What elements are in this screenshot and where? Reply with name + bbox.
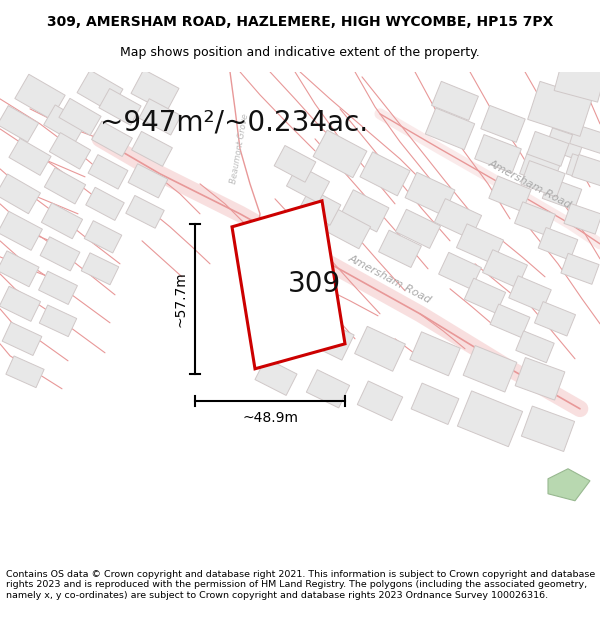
Polygon shape [520,152,560,186]
Polygon shape [515,357,565,400]
Polygon shape [572,154,600,188]
Polygon shape [15,74,65,119]
Polygon shape [44,168,86,204]
Polygon shape [516,331,554,362]
Polygon shape [6,356,44,388]
Polygon shape [411,383,459,424]
Polygon shape [40,237,80,271]
Polygon shape [232,201,345,369]
Polygon shape [439,253,481,289]
Polygon shape [410,332,460,376]
Polygon shape [0,251,39,287]
Polygon shape [564,204,600,234]
Polygon shape [0,106,38,142]
Polygon shape [131,69,179,112]
Polygon shape [9,138,51,176]
Polygon shape [360,152,410,196]
Polygon shape [86,188,124,221]
Polygon shape [355,326,406,371]
Polygon shape [542,177,582,210]
Polygon shape [131,131,172,166]
Polygon shape [464,278,506,314]
Polygon shape [515,202,556,236]
Polygon shape [379,230,421,268]
Text: ~48.9m: ~48.9m [242,411,298,425]
Polygon shape [99,89,141,125]
Polygon shape [325,209,371,249]
Text: Amersham Road: Amersham Road [487,158,573,210]
Polygon shape [431,81,478,121]
Polygon shape [38,271,77,304]
Polygon shape [521,406,575,451]
Polygon shape [341,190,389,232]
Text: 309, AMERSHAM ROAD, HAZLEMERE, HIGH WYCOMBE, HP15 7PX: 309, AMERSHAM ROAD, HAZLEMERE, HIGH WYCO… [47,16,553,29]
Text: 309: 309 [289,270,341,298]
Polygon shape [566,154,600,184]
Polygon shape [299,189,341,225]
Polygon shape [395,209,440,248]
Polygon shape [527,131,569,166]
Polygon shape [521,161,565,197]
Polygon shape [509,276,551,312]
Polygon shape [307,369,350,408]
Polygon shape [475,134,521,173]
Polygon shape [481,106,525,142]
Polygon shape [77,70,123,112]
Polygon shape [92,121,133,156]
Polygon shape [457,224,503,264]
Polygon shape [39,305,77,337]
Text: Map shows position and indicative extent of the property.: Map shows position and indicative extent… [120,46,480,59]
Polygon shape [561,253,599,284]
Polygon shape [0,211,43,251]
Polygon shape [569,124,600,153]
Polygon shape [126,196,164,228]
Polygon shape [545,128,584,160]
Polygon shape [2,322,42,356]
Polygon shape [128,164,168,198]
Polygon shape [44,105,86,143]
Polygon shape [313,130,367,178]
Polygon shape [306,318,354,360]
Text: Beaumont Grove: Beaumont Grove [229,113,251,184]
Polygon shape [405,173,455,216]
Polygon shape [84,221,122,253]
Polygon shape [255,358,297,396]
Polygon shape [139,99,181,135]
Text: Amersham Road: Amersham Road [347,253,433,305]
Polygon shape [538,228,578,260]
Polygon shape [548,469,590,501]
Polygon shape [434,199,482,239]
Polygon shape [457,391,523,447]
Polygon shape [527,81,592,136]
Polygon shape [0,286,41,321]
Polygon shape [59,98,101,136]
Polygon shape [535,302,575,336]
Polygon shape [274,146,316,182]
Text: ~57.7m: ~57.7m [173,271,187,327]
Polygon shape [286,165,329,203]
Polygon shape [255,309,301,349]
Text: Contains OS data © Crown copyright and database right 2021. This information is : Contains OS data © Crown copyright and d… [6,570,595,599]
Polygon shape [490,304,530,338]
Polygon shape [88,154,128,189]
Polygon shape [49,132,91,169]
Polygon shape [489,176,531,212]
Polygon shape [482,249,527,288]
Polygon shape [41,203,83,239]
Polygon shape [81,253,119,285]
Polygon shape [463,346,517,392]
Polygon shape [357,381,403,421]
Polygon shape [0,174,40,214]
Polygon shape [425,108,475,150]
Polygon shape [554,59,600,102]
Text: ~947m²/~0.234ac.: ~947m²/~0.234ac. [100,109,368,137]
